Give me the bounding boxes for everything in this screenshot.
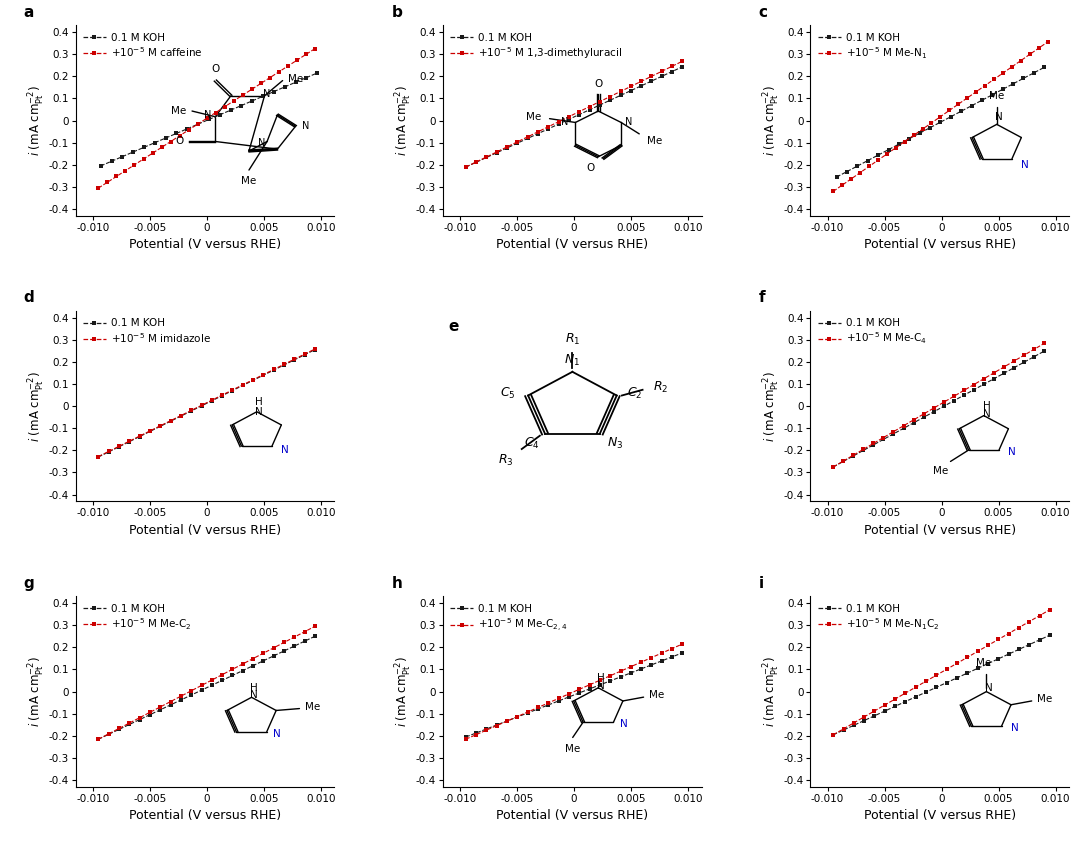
Text: h: h: [391, 576, 402, 591]
Text: Me: Me: [526, 112, 542, 122]
Text: Me: Me: [1037, 694, 1052, 704]
Text: N: N: [302, 121, 310, 131]
X-axis label: Potential (V versus RHE): Potential (V versus RHE): [864, 239, 1016, 251]
Legend: 0.1 M KOH, +10$^{-5}$ M imidazole: 0.1 M KOH, +10$^{-5}$ M imidazole: [80, 315, 214, 348]
Text: b: b: [391, 5, 402, 19]
X-axis label: Potential (V versus RHE): Potential (V versus RHE): [129, 239, 281, 251]
Text: f: f: [759, 290, 766, 305]
Text: c: c: [759, 5, 768, 19]
Text: N: N: [1008, 447, 1016, 457]
Text: Me: Me: [647, 136, 662, 146]
Y-axis label: $i$ (mA cm$^{-2}_{\rm Pt}$): $i$ (mA cm$^{-2}_{\rm Pt}$): [761, 85, 782, 156]
Text: O: O: [594, 80, 603, 90]
Text: O: O: [212, 64, 219, 74]
Text: $N_1$: $N_1$: [565, 353, 580, 368]
Text: O: O: [175, 136, 184, 146]
X-axis label: Potential (V versus RHE): Potential (V versus RHE): [864, 524, 1016, 536]
Text: O: O: [586, 163, 594, 173]
Text: N: N: [204, 110, 212, 120]
Y-axis label: $i$ (mA cm$^{-2}_{\rm Pt}$): $i$ (mA cm$^{-2}_{\rm Pt}$): [27, 85, 48, 156]
Y-axis label: $i$ (mA cm$^{-2}_{\rm Pt}$): $i$ (mA cm$^{-2}_{\rm Pt}$): [27, 656, 48, 727]
Text: $R_2$: $R_2$: [653, 381, 669, 395]
X-axis label: Potential (V versus RHE): Potential (V versus RHE): [129, 810, 281, 822]
Y-axis label: $i$ (mA cm$^{-2}_{\rm Pt}$): $i$ (mA cm$^{-2}_{\rm Pt}$): [761, 656, 782, 727]
Text: $N_3$: $N_3$: [607, 436, 623, 451]
Text: N: N: [620, 719, 627, 729]
Text: Me: Me: [976, 658, 991, 668]
Text: N: N: [273, 728, 281, 739]
Text: N: N: [985, 683, 993, 693]
Text: $R_3$: $R_3$: [499, 453, 514, 468]
Text: $C_5$: $C_5$: [500, 386, 515, 401]
Text: H: H: [256, 398, 264, 407]
Text: H: H: [251, 683, 258, 693]
Y-axis label: $i$ (mA cm$^{-2}_{\rm Pt}$): $i$ (mA cm$^{-2}_{\rm Pt}$): [394, 656, 415, 727]
Legend: 0.1 M KOH, +10$^{-5}$ M caffeine: 0.1 M KOH, +10$^{-5}$ M caffeine: [80, 30, 206, 63]
Text: N: N: [1021, 160, 1029, 169]
Legend: 0.1 M KOH, +10$^{-5}$ M 1,3-dimethyluracil: 0.1 M KOH, +10$^{-5}$ M 1,3-dimethylurac…: [447, 30, 625, 64]
Legend: 0.1 M KOH, +10$^{-5}$ M Me-N$_1$C$_2$: 0.1 M KOH, +10$^{-5}$ M Me-N$_1$C$_2$: [814, 601, 943, 635]
Text: Me: Me: [172, 106, 187, 116]
Text: $R_1$: $R_1$: [565, 332, 580, 347]
Text: N: N: [996, 112, 1003, 122]
Text: g: g: [24, 576, 35, 591]
Text: a: a: [24, 5, 35, 19]
Text: N: N: [251, 690, 258, 700]
Text: N: N: [256, 407, 264, 417]
Legend: 0.1 M KOH, +10$^{-5}$ M Me-N$_1$: 0.1 M KOH, +10$^{-5}$ M Me-N$_1$: [814, 30, 931, 64]
Y-axis label: $i$ (mA cm$^{-2}_{\rm Pt}$): $i$ (mA cm$^{-2}_{\rm Pt}$): [394, 85, 415, 156]
Text: Me: Me: [649, 690, 664, 700]
X-axis label: Potential (V versus RHE): Potential (V versus RHE): [497, 239, 648, 251]
Y-axis label: $i$ (mA cm$^{-2}_{\rm Pt}$): $i$ (mA cm$^{-2}_{\rm Pt}$): [27, 371, 48, 442]
Text: Me: Me: [241, 177, 257, 186]
X-axis label: Potential (V versus RHE): Potential (V versus RHE): [864, 810, 1016, 822]
Text: N: N: [625, 118, 633, 128]
Legend: 0.1 M KOH, +10$^{-5}$ M Me-C$_{2,4}$: 0.1 M KOH, +10$^{-5}$ M Me-C$_{2,4}$: [447, 601, 571, 636]
Text: $C_2$: $C_2$: [627, 386, 643, 401]
Legend: 0.1 M KOH, +10$^{-5}$ M Me-C$_2$: 0.1 M KOH, +10$^{-5}$ M Me-C$_2$: [80, 601, 195, 635]
Y-axis label: $i$ (mA cm$^{-2}_{\rm Pt}$): $i$ (mA cm$^{-2}_{\rm Pt}$): [761, 371, 782, 442]
Text: Me: Me: [288, 74, 303, 84]
Text: d: d: [24, 290, 35, 305]
X-axis label: Potential (V versus RHE): Potential (V versus RHE): [129, 524, 281, 536]
Text: i: i: [759, 576, 764, 591]
Text: H: H: [597, 673, 605, 684]
Text: e: e: [448, 319, 459, 333]
Text: Me: Me: [305, 701, 320, 711]
Text: Me: Me: [989, 91, 1004, 101]
Text: N: N: [1011, 723, 1018, 733]
Text: N: N: [562, 118, 569, 128]
Text: Me: Me: [565, 744, 580, 754]
Legend: 0.1 M KOH, +10$^{-5}$ M Me-C$_4$: 0.1 M KOH, +10$^{-5}$ M Me-C$_4$: [814, 315, 930, 349]
Text: H: H: [983, 401, 990, 411]
Text: N: N: [597, 681, 605, 691]
Text: N: N: [281, 445, 288, 455]
Text: $C_4$: $C_4$: [524, 436, 540, 451]
X-axis label: Potential (V versus RHE): Potential (V versus RHE): [497, 810, 648, 822]
Text: N: N: [983, 409, 990, 419]
Text: N: N: [258, 139, 266, 148]
Text: N: N: [264, 89, 271, 99]
Text: Me: Me: [932, 466, 948, 476]
